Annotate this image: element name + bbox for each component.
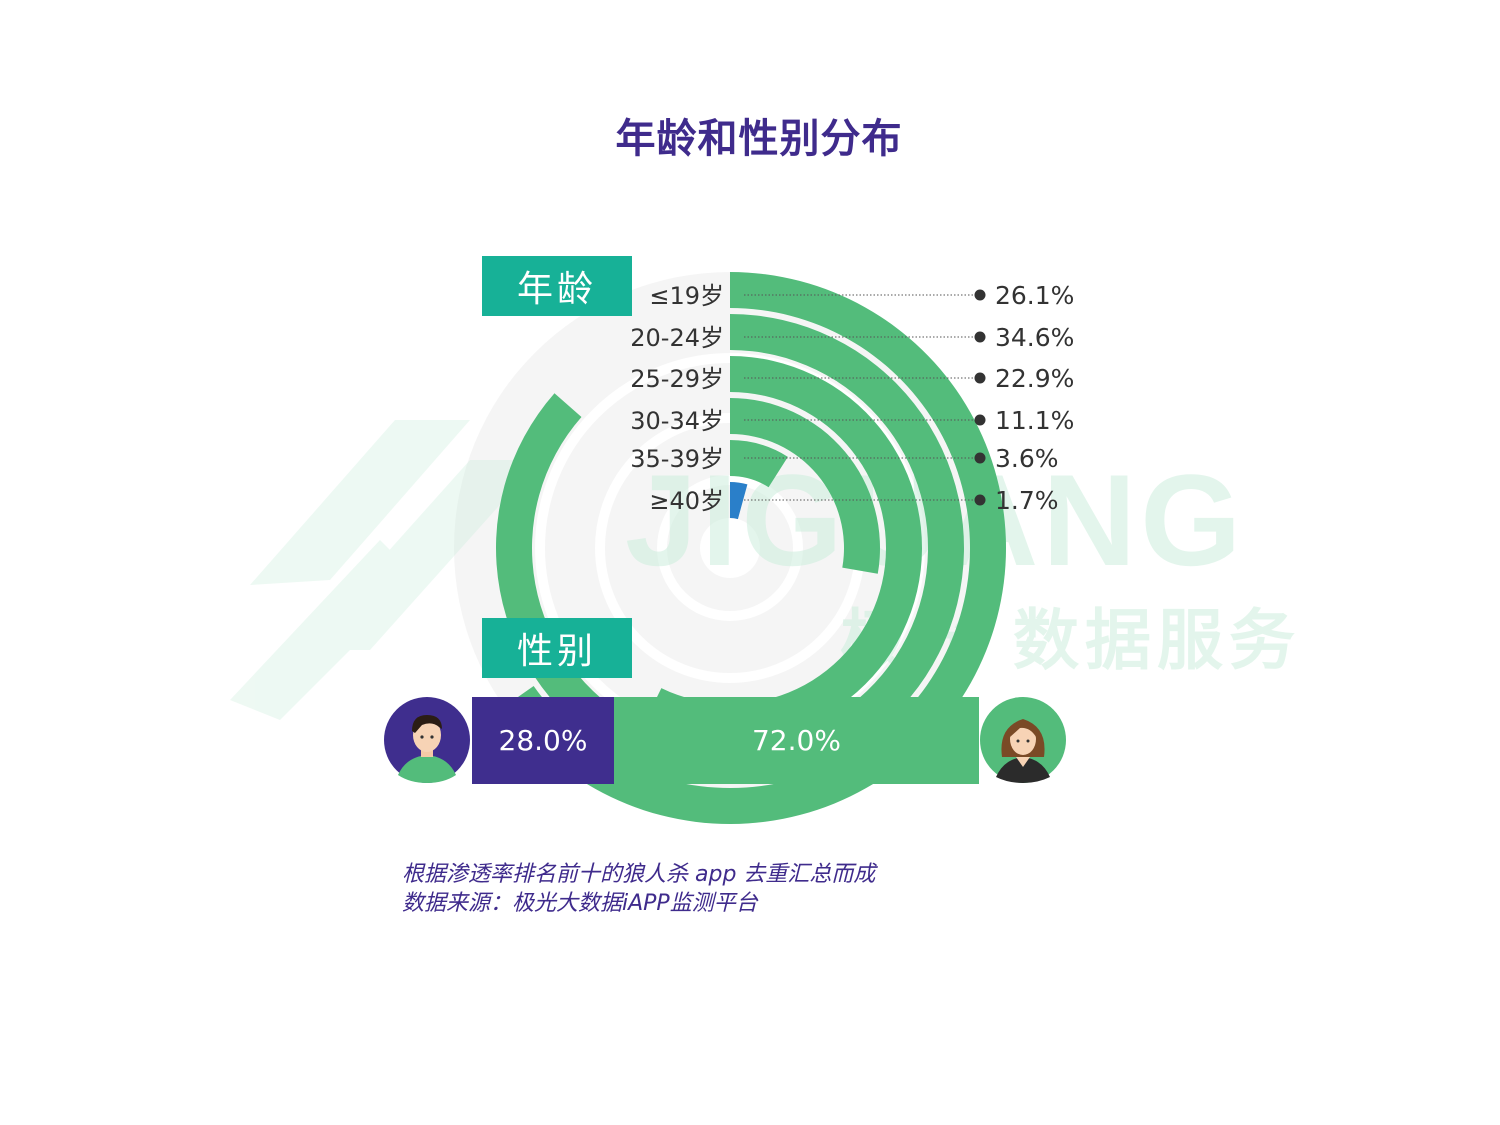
- age-value-label: 22.9%: [995, 364, 1074, 393]
- footnote-line-2: 数据来源：极光大数据iAPP监测平台: [402, 891, 758, 916]
- gender-stacked-bar: 28.0% 72.0%: [472, 697, 979, 784]
- age-value-label: 3.6%: [995, 444, 1059, 473]
- page-title: 年龄和性别分布: [615, 116, 903, 162]
- age-category-label: 30-34岁: [630, 407, 724, 435]
- age-category-label: ≤19岁: [649, 282, 724, 310]
- age-leader-dot: [974, 494, 986, 506]
- age-leader-dot: [974, 414, 986, 426]
- age-section-label: 年龄: [482, 256, 632, 316]
- female-segment: 72.0%: [613, 697, 979, 784]
- age-leader-dot: [974, 289, 986, 301]
- age-leader-dot: [974, 331, 986, 343]
- jiguang-logo-icon: [230, 420, 540, 720]
- age-arc-5: [730, 482, 748, 520]
- male-segment: 28.0%: [472, 697, 614, 784]
- male-avatar-icon: [384, 697, 470, 783]
- age-value-label: 11.1%: [995, 406, 1074, 435]
- age-arc-3: [730, 398, 881, 574]
- age-arc-4: [730, 440, 788, 488]
- footnote-line-1: 根据渗透率排名前十的狼人杀 app 去重汇总而成: [402, 862, 876, 887]
- female-percent-label: 72.0%: [751, 724, 841, 757]
- age-value-label: 34.6%: [995, 323, 1074, 352]
- footnote: 根据渗透率排名前十的狼人杀 app 去重汇总而成 数据来源：极光大数据iAPP监…: [402, 860, 875, 918]
- age-value-label: 26.1%: [995, 281, 1074, 310]
- age-category-label: 25-29岁: [630, 365, 724, 393]
- gender-section-label: 性别: [482, 618, 632, 678]
- age-category-label: 35-39岁: [630, 445, 724, 473]
- age-category-label: 20-24岁: [630, 324, 724, 352]
- female-avatar-icon: [980, 697, 1066, 783]
- age-leader-dot: [974, 372, 986, 384]
- age-value-label: 1.7%: [995, 486, 1059, 515]
- male-percent-label: 28.0%: [498, 724, 588, 757]
- age-leader-dot: [974, 452, 986, 464]
- age-category-label: ≥40岁: [649, 487, 724, 515]
